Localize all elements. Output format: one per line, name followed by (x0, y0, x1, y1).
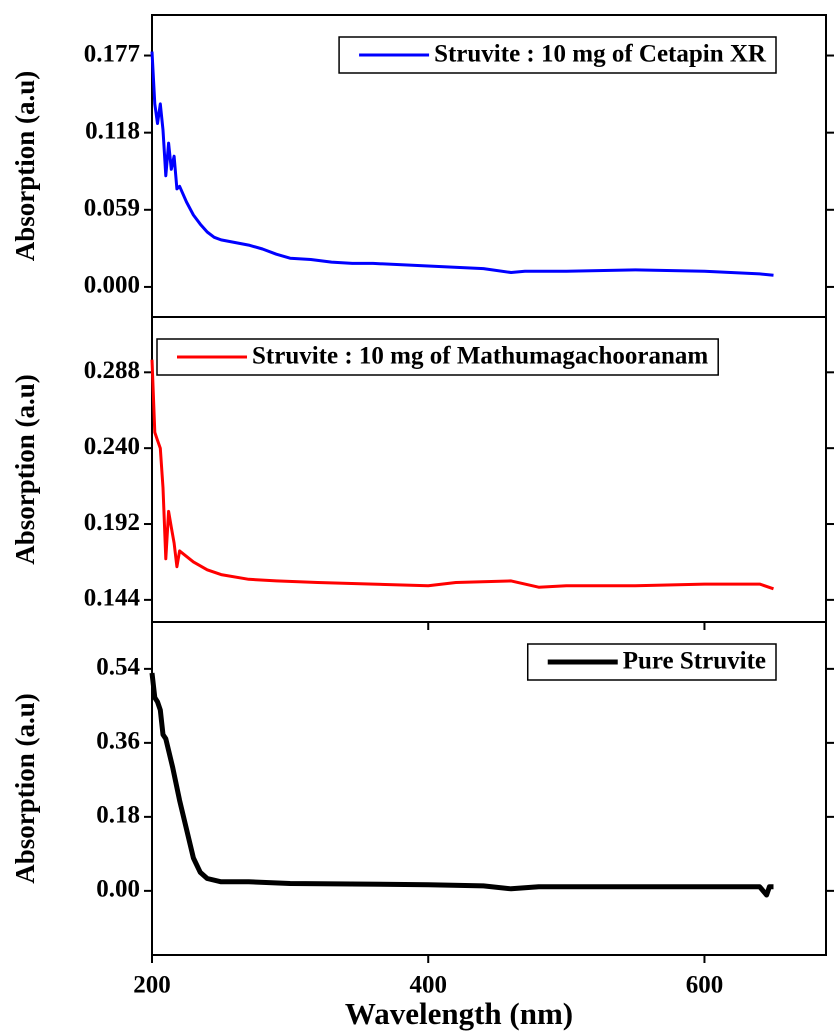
data-line (149, 672, 774, 898)
x-tick-label: 600 (686, 972, 724, 999)
y-axis-label: Absorption (a.u) (10, 693, 40, 884)
y-axis-label: Absorption (a.u) (10, 71, 40, 262)
x-tick-label: 400 (409, 972, 447, 999)
y-tick-label: 0.177 (84, 40, 140, 67)
y-tick-label: 0.144 (84, 585, 141, 612)
y-tick-label: 0.240 (84, 433, 140, 460)
y-tick-label: 0.36 (96, 728, 140, 755)
y-tick-label: 0.288 (84, 357, 140, 384)
data-line (150, 359, 774, 591)
plot-frame (151, 621, 827, 956)
y-tick-label: 0.00 (96, 876, 140, 903)
y-tick-label: 0.54 (96, 654, 140, 681)
legend-box (156, 338, 719, 376)
x-axis-label: Wavelength (nm) (345, 996, 573, 1031)
x-tick-label: 200 (133, 972, 171, 999)
y-tick-label: 0.118 (85, 117, 140, 144)
y-tick-label: 0.059 (84, 195, 140, 222)
legend-label: Struvite : 10 mg of Mathumagachooranam (252, 343, 708, 370)
data-line (150, 51, 774, 277)
legend-label: Pure Struvite (623, 648, 766, 675)
y-tick-label: 0.000 (84, 272, 140, 299)
y-tick-label: 0.18 (96, 802, 140, 829)
y-tick-label: 0.192 (84, 509, 140, 536)
legend-label: Struvite : 10 mg of Cetapin XR (434, 41, 767, 68)
y-axis-label: Absorption (a.u) (10, 374, 40, 565)
